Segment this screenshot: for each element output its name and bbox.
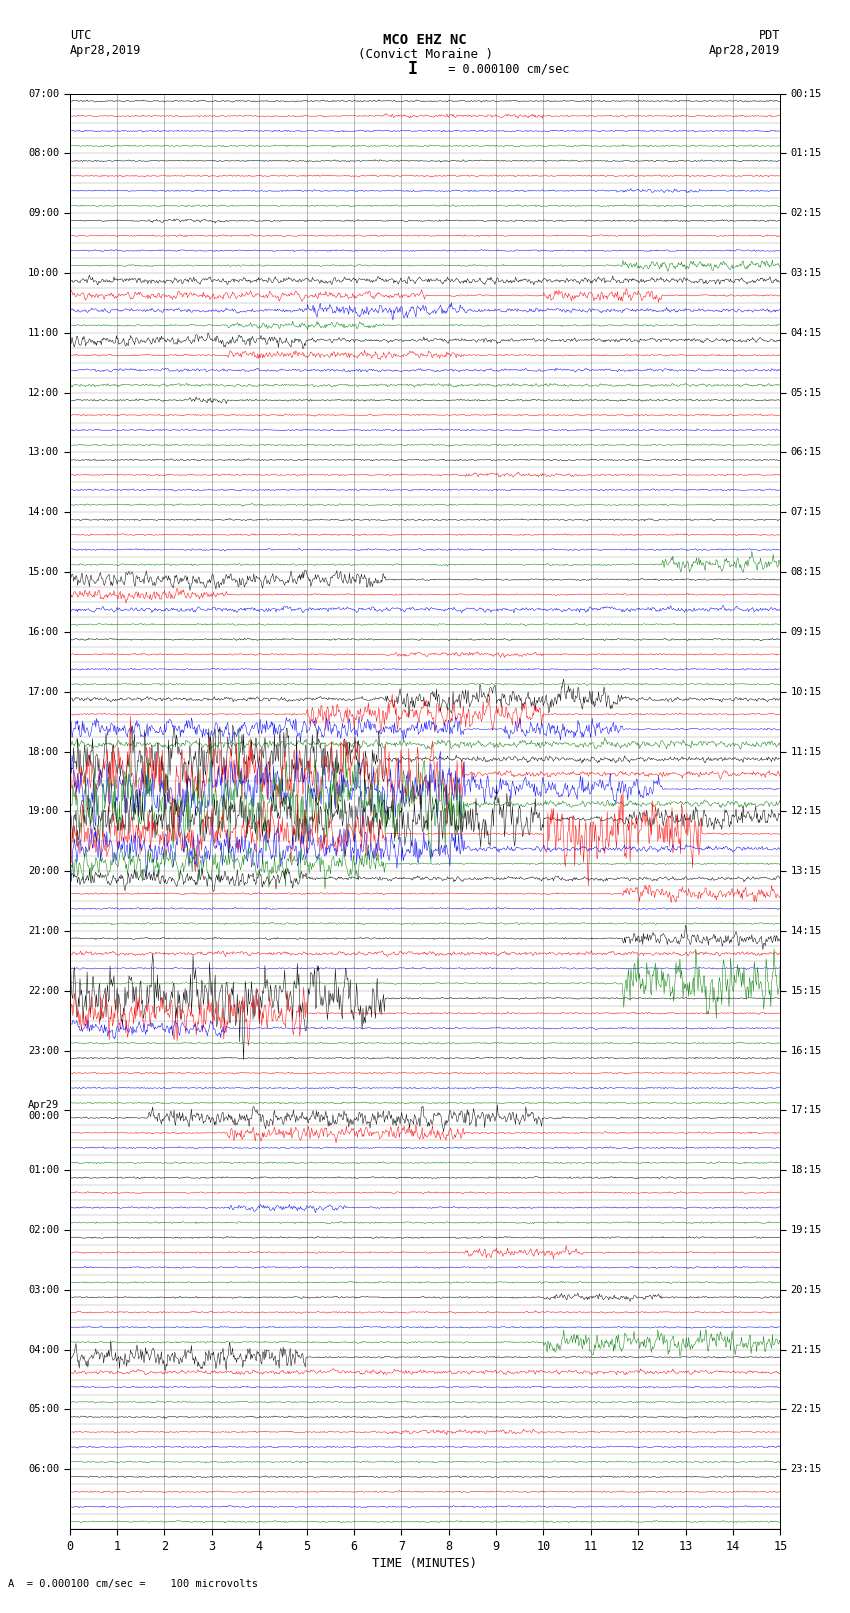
Text: PDT: PDT: [759, 29, 780, 42]
Text: UTC: UTC: [70, 29, 91, 42]
Text: I: I: [407, 60, 417, 79]
Text: Apr28,2019: Apr28,2019: [709, 44, 780, 56]
Text: MCO EHZ NC: MCO EHZ NC: [383, 34, 467, 47]
Text: = 0.000100 cm/sec: = 0.000100 cm/sec: [434, 63, 569, 76]
Text: A  = 0.000100 cm/sec =    100 microvolts: A = 0.000100 cm/sec = 100 microvolts: [8, 1579, 258, 1589]
X-axis label: TIME (MINUTES): TIME (MINUTES): [372, 1557, 478, 1569]
Text: Apr28,2019: Apr28,2019: [70, 44, 141, 56]
Text: (Convict Moraine ): (Convict Moraine ): [358, 48, 492, 61]
